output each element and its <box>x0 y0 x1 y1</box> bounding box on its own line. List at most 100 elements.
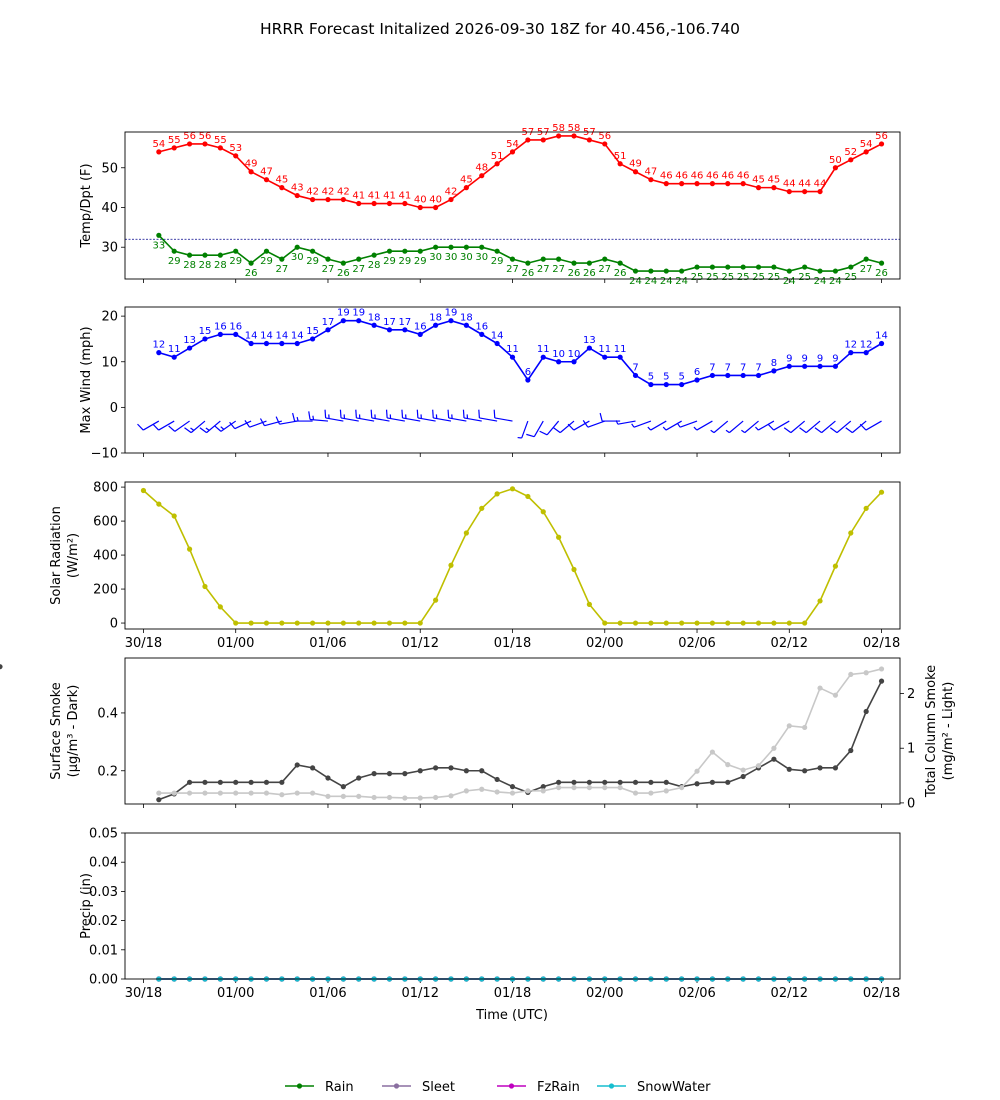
dewpoint-point <box>294 244 300 250</box>
wind-barb-staff <box>463 417 482 422</box>
max-wind-data-label: 14 <box>245 331 258 342</box>
temp-point <box>356 200 362 207</box>
x-tick-label: 02/06 <box>678 636 715 651</box>
x-tick-label: 01/06 <box>309 636 346 651</box>
temp-data-label: 54 <box>506 139 519 150</box>
solar-point <box>356 620 362 626</box>
dewpoint-point <box>202 252 208 258</box>
max-wind-point <box>586 345 592 351</box>
surface-smoke-point <box>294 762 300 768</box>
legend-item-rain: Rain <box>285 1080 354 1095</box>
temp-data-label: 45 <box>768 175 781 186</box>
temp-data-label: 44 <box>814 179 827 190</box>
dewpoint-point <box>694 264 700 270</box>
wind-barb-flag <box>229 421 236 430</box>
wind-barb <box>725 420 744 434</box>
surface-smoke-point <box>463 768 469 774</box>
dewpoint-point <box>586 260 592 266</box>
dewpoint-data-label: 29 <box>260 256 273 267</box>
wind-barb <box>631 420 652 428</box>
surface-smoke-point <box>186 779 193 785</box>
total-column-smoke-point <box>540 788 546 794</box>
surface-smoke-point <box>0 664 3 670</box>
temp-point <box>386 200 393 207</box>
max-wind-data-label: 10 <box>552 349 565 360</box>
wind-barb <box>370 409 390 422</box>
wind-barb <box>662 420 682 431</box>
solar-point <box>140 487 147 494</box>
solar-point <box>233 620 239 626</box>
total-column-smoke-point <box>309 790 316 796</box>
max-wind-point <box>817 363 823 369</box>
total-column-smoke-point <box>694 768 700 774</box>
dewpoint-data-label: 26 <box>583 268 596 279</box>
total-column-smoke-point <box>417 795 423 801</box>
wind-barb-staff <box>494 417 513 422</box>
surface-smoke-point <box>878 678 885 684</box>
temp-point <box>617 161 623 167</box>
max-wind-point <box>648 381 654 388</box>
solar-point <box>586 601 592 607</box>
max-wind-point <box>202 336 208 342</box>
wind-barb-staff <box>546 420 560 436</box>
dewpoint-point <box>233 248 239 254</box>
dewpoint-point <box>540 256 546 262</box>
wind-barb <box>677 420 698 428</box>
total-column-smoke-point <box>617 784 623 791</box>
y-axis-label: (W/m²) <box>66 533 81 578</box>
temp-data-label: 48 <box>475 163 488 174</box>
legend-label: SnowWater <box>637 1080 711 1095</box>
solar-point <box>817 598 823 604</box>
wind-barb <box>137 420 160 431</box>
solar-point <box>709 620 716 626</box>
dewpoint-point <box>771 264 777 270</box>
dewpoint-data-label: 24 <box>645 276 658 287</box>
y-tick-label: 20 <box>101 310 118 325</box>
max-wind-point <box>402 327 408 333</box>
temp-point <box>309 196 316 203</box>
dewpoint-data-label: 27 <box>352 264 365 275</box>
temp-data-label: 47 <box>645 167 658 178</box>
max-wind-data-label: 15 <box>199 326 212 337</box>
dewpoint-point <box>725 264 731 270</box>
dewpoint-point <box>402 248 408 254</box>
dewpoint-point <box>709 264 716 270</box>
solar-point <box>694 620 700 626</box>
wind-barb <box>214 420 237 432</box>
legend-swatch-marker <box>393 1083 400 1089</box>
wind-barb-flag <box>137 423 144 431</box>
wind-barb-flag <box>462 409 465 418</box>
solar-point <box>448 562 454 568</box>
x-tick-label: 30/18 <box>125 986 162 1001</box>
temp-data-label: 46 <box>706 171 719 182</box>
max-wind-point <box>156 350 162 356</box>
max-wind-point <box>848 350 854 356</box>
wind-barb-staff <box>190 420 206 434</box>
max-wind-point <box>479 331 485 337</box>
wind-barb <box>275 416 298 425</box>
y-tick-label: 200 <box>93 583 118 598</box>
max-wind-data-label: 16 <box>214 321 227 332</box>
dewpoint-point <box>786 268 792 274</box>
legend-swatch-marker <box>296 1083 303 1089</box>
wind-barb-staff <box>234 420 252 430</box>
wind-barb <box>462 409 482 422</box>
surface-smoke-point <box>233 779 239 785</box>
temp-point <box>786 188 792 195</box>
wind-barb-staff <box>402 417 421 422</box>
temp-point <box>817 188 823 195</box>
dewpoint-data-label: 25 <box>721 272 734 283</box>
dewpoint-point <box>386 248 393 254</box>
wind-barb-flag <box>493 409 496 418</box>
dewpoint-data-label: 24 <box>829 276 842 287</box>
total-column-smoke-point <box>863 670 869 676</box>
y-tick-label: 50 <box>101 161 118 176</box>
solar-point <box>248 620 254 626</box>
wind-barb-staff <box>617 420 636 425</box>
temp-data-label: 42 <box>306 187 319 198</box>
surface-smoke-point <box>586 779 592 785</box>
max-wind-data-label: 13 <box>583 335 596 346</box>
surface-smoke-point <box>663 779 669 785</box>
dewpoint-point <box>509 256 516 262</box>
wind-barb-flag <box>259 418 265 427</box>
